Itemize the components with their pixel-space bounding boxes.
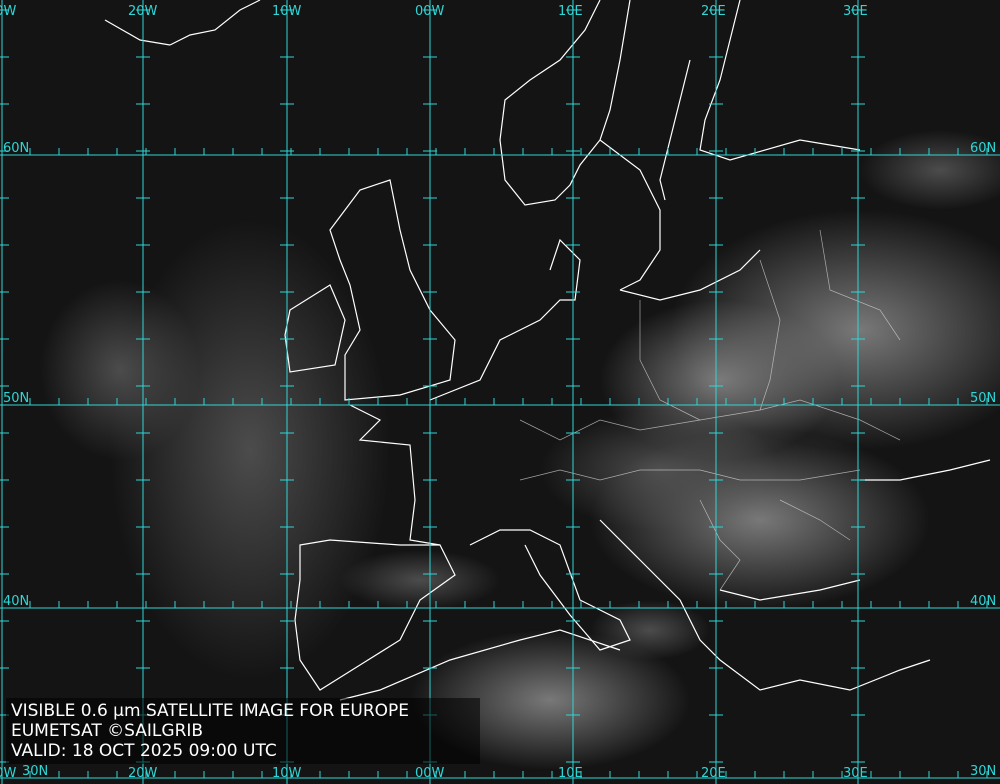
longitude-label-bottom: 10W: [272, 766, 302, 781]
longitude-label-bottom: 10E: [558, 766, 583, 781]
latitude-label-left: 50N: [3, 391, 30, 406]
caption-valid-time: VALID: 18 OCT 2025 09:00 UTC: [11, 741, 277, 761]
latitude-label-right: 50N: [970, 391, 997, 406]
latitude-label-left: 40N: [3, 594, 30, 609]
longitude-label-top: 00W: [415, 4, 445, 19]
longitude-label-bottom: 30W: [0, 766, 17, 781]
longitude-label-top: 30W: [0, 4, 17, 19]
longitude-label-top: 20E: [701, 4, 726, 19]
cloud-cover: [40, 130, 1000, 770]
longitude-label-top: 10W: [272, 4, 302, 19]
latitude-label-left: 30N: [22, 764, 49, 779]
longitude-label-top: 20W: [128, 4, 158, 19]
image-caption: VISIBLE 0.6 µm SATELLITE IMAGE FOR EUROP…: [6, 698, 480, 764]
longitude-label-bottom: 30E: [843, 766, 868, 781]
caption-credit: EUMETSAT ©SAILGRIB: [11, 721, 204, 741]
longitude-label-top: 10E: [558, 4, 583, 19]
longitude-label-top: 30E: [843, 4, 868, 19]
longitude-label-bottom: 20W: [128, 766, 158, 781]
latitude-label-right: 40N: [970, 594, 997, 609]
longitude-label-bottom: 00W: [415, 766, 445, 781]
longitude-label-bottom: 20E: [701, 766, 726, 781]
caption-title: VISIBLE 0.6 µm SATELLITE IMAGE FOR EUROP…: [11, 701, 410, 721]
latitude-label-right: 30N: [970, 764, 997, 779]
latitude-label-right: 60N: [970, 141, 997, 156]
latitude-label-left: 60N: [3, 141, 30, 156]
coastlines: [104, 0, 991, 701]
